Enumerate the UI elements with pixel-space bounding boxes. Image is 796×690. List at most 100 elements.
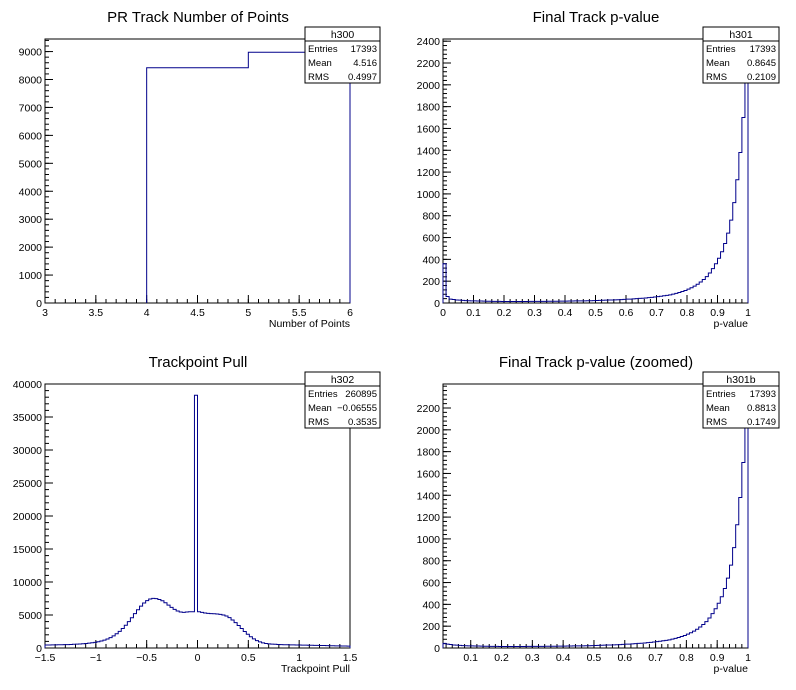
- x-tick-label: 3: [42, 307, 48, 319]
- y-tick-label: 400: [422, 254, 440, 266]
- x-tick-label: −1.5: [35, 652, 56, 664]
- x-tick-label: 5: [245, 307, 251, 319]
- chart-title: Final Track p-value (zoomed): [499, 354, 693, 371]
- x-tick-label: 0.9: [710, 307, 725, 319]
- stats-label: Entries: [308, 44, 338, 55]
- y-tick-label: 10000: [13, 577, 42, 589]
- stats-box-frame: [702, 371, 780, 429]
- plot-frame: [442, 38, 749, 304]
- y-tick-label: 800: [422, 211, 440, 223]
- x-tick-label: 0.5: [587, 652, 602, 664]
- y-tick-label: 3000: [19, 214, 43, 226]
- y-tick-label: 200: [422, 621, 440, 633]
- stats-box: h301b Entries 17393 Mean 0.8813 RMS 0.1749: [702, 371, 780, 429]
- stats-box-header: h302: [331, 374, 355, 386]
- plot-frame: [442, 383, 749, 649]
- stats-label: Entries: [706, 389, 736, 400]
- y-tick-label: 0: [36, 643, 42, 655]
- y-tick-label: 2400: [417, 36, 441, 48]
- x-tick-label: 0: [440, 307, 446, 319]
- stats-box: h302 Entries 260895 Mean −0.06555 RMS 0.3535: [304, 371, 381, 429]
- y-tick-label: 1400: [417, 490, 441, 502]
- stats-box-header: h300: [331, 29, 355, 41]
- x-axis-label: Number of Points: [269, 318, 350, 330]
- y-tick-label: 2200: [417, 403, 441, 415]
- chart-title: PR Track Number of Points: [107, 9, 289, 26]
- stats-box-frame: [304, 371, 381, 429]
- y-tick-label: 600: [422, 233, 440, 245]
- stats-label: Mean: [308, 403, 332, 414]
- stats-label: Mean: [308, 58, 332, 69]
- y-tick-label: 1200: [417, 512, 441, 524]
- x-tick-label: 1: [745, 652, 751, 664]
- y-tick-label: 8000: [19, 75, 43, 87]
- x-tick-label: 0.1: [466, 307, 481, 319]
- x-tick-label: 0.1: [463, 652, 478, 664]
- stats-label: Entries: [706, 44, 736, 55]
- x-tick-label: 0.9: [710, 652, 725, 664]
- x-tick-label: 6: [347, 307, 353, 319]
- stats-box-frame: [702, 26, 780, 84]
- histogram-panel-h300: PR Track Number of Points 3 3.5 4 4.5 5 5.5 6Nu…: [19, 9, 381, 330]
- chart-title: Trackpoint Pull: [149, 354, 248, 371]
- y-tick-label: 1600: [417, 468, 441, 480]
- y-tick-label: 1800: [417, 447, 441, 459]
- x-tick-label: 4: [144, 307, 150, 319]
- y-tick-label: 0: [36, 298, 42, 310]
- y-tick-label: 400: [422, 599, 440, 611]
- histogram-line-h302: [44, 394, 351, 648]
- y-tick-label: 1000: [19, 270, 43, 282]
- stats-label: RMS: [308, 417, 329, 428]
- y-tick-label: 5000: [19, 610, 43, 622]
- y-tick-label: 30000: [13, 445, 42, 457]
- stats-box: h300 Entries 17393 Mean 4.516 RMS 0.4997: [304, 26, 381, 84]
- y-tick-label: 1000: [417, 534, 441, 546]
- x-tick-label: 1: [296, 652, 302, 664]
- stats-box: h301 Entries 17393 Mean 0.8645 RMS 0.2109: [702, 26, 780, 84]
- y-tick-label: 2200: [417, 58, 441, 70]
- x-tick-label: 0.8: [679, 652, 694, 664]
- chart-title: Final Track p-value: [533, 9, 660, 26]
- stats-label: RMS: [308, 72, 329, 83]
- x-tick-label: 1: [745, 307, 751, 319]
- x-tick-label: 0.7: [648, 652, 663, 664]
- y-tick-label: 0: [434, 298, 440, 310]
- x-tick-label: 0.3: [525, 652, 540, 664]
- y-tick-label: 25000: [13, 478, 42, 490]
- y-tick-label: 800: [422, 556, 440, 568]
- x-tick-label: 0.2: [494, 652, 509, 664]
- y-tick-label: 2000: [19, 242, 43, 254]
- stats-value: 17393: [750, 44, 776, 55]
- y-tick-label: 2000: [417, 80, 441, 92]
- y-tick-label: 5000: [19, 158, 43, 170]
- x-tick-label: 0.7: [649, 307, 664, 319]
- x-tick-label: 0: [195, 652, 201, 664]
- x-tick-label: 0.5: [588, 307, 603, 319]
- stats-box-header: h301b: [726, 374, 755, 386]
- y-tick-label: 35000: [13, 412, 42, 424]
- y-tick-label: 1000: [417, 189, 441, 201]
- x-tick-label: 0.4: [558, 307, 573, 319]
- stats-label: Mean: [706, 58, 730, 69]
- y-tick-label: 15000: [13, 544, 42, 556]
- histogram-panel-h301: Final Track p-value 0 0.1 0.2 0.3 0.4 0.5 0.6 0.…: [417, 9, 780, 330]
- stats-label: Mean: [706, 403, 730, 414]
- x-axis-label: Trackpoint Pull: [281, 663, 350, 675]
- y-tick-label: 200: [422, 276, 440, 288]
- x-axis-label: p-value: [714, 663, 749, 675]
- x-tick-label: 0.4: [556, 652, 571, 664]
- y-tick-label: 1200: [417, 167, 441, 179]
- stats-value: 0.2109: [747, 72, 776, 83]
- y-tick-label: 1600: [417, 123, 441, 135]
- x-tick-label: 0.8: [680, 307, 695, 319]
- stats-value: 260895: [345, 389, 377, 400]
- stats-value: 0.8813: [747, 403, 776, 414]
- y-tick-label: 20000: [13, 511, 42, 523]
- x-tick-label: 0.2: [497, 307, 512, 319]
- y-tick-label: 0: [434, 643, 440, 655]
- stats-label: RMS: [706, 72, 727, 83]
- y-tick-label: 40000: [13, 379, 42, 391]
- histogram-line-h301b: [442, 412, 749, 648]
- stats-value: 0.4997: [348, 72, 377, 83]
